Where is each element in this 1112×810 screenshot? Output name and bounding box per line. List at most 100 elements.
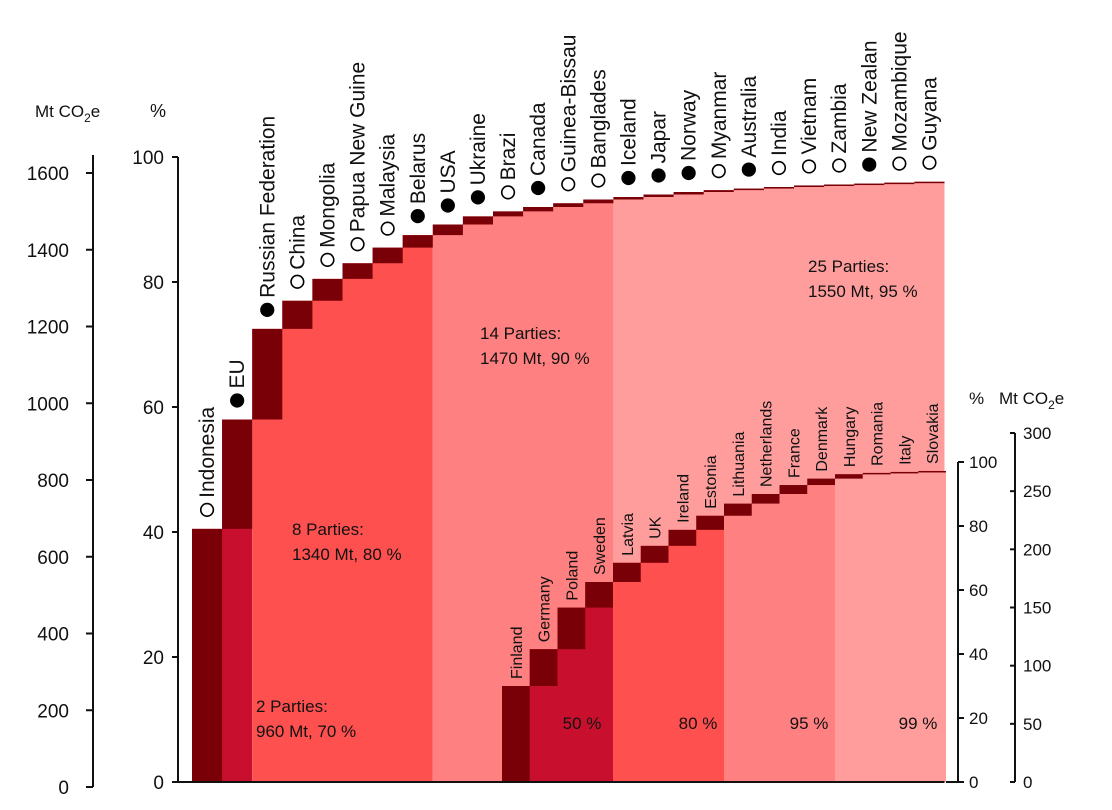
inset-step-bar xyxy=(835,474,863,479)
mt-tick-label: 1400 xyxy=(27,241,69,262)
mt-tick-label: 400 xyxy=(37,625,69,646)
marker-filled xyxy=(470,190,486,205)
party-labels: Indonesia EU Russian Federation China Mongol… xyxy=(196,31,942,679)
inset-cumulative-steps xyxy=(502,470,946,782)
zone-annotation-label: 25 Parties: xyxy=(808,257,889,276)
inset-zone-fill xyxy=(835,470,946,782)
inset-party-label: Slovakia xyxy=(925,403,942,464)
marker-open xyxy=(922,155,937,170)
marker-open xyxy=(892,156,907,171)
step-bar xyxy=(372,247,403,264)
step-bar xyxy=(643,194,674,197)
party-label: Mozambique xyxy=(888,31,911,151)
party-label: USA xyxy=(437,150,460,193)
inset-zone-label: 80 % xyxy=(679,714,718,733)
inset-party-label: Finland xyxy=(509,627,526,679)
inset-step-bar xyxy=(724,503,752,516)
pct-tick-label: 20 xyxy=(143,648,164,669)
zone-annotation-value: 1340 Mt, 80 % xyxy=(292,545,402,564)
inset-party-label: Italy xyxy=(897,436,914,465)
inset-pct-tick-label: 100 xyxy=(969,453,997,472)
inset-zone-label: 95 % xyxy=(790,714,829,733)
inset-step-bar xyxy=(862,472,891,475)
marker-filled xyxy=(651,168,666,183)
zone-annotation-value: 960 Mt, 70 % xyxy=(256,722,356,741)
marker-filled xyxy=(410,209,425,224)
mt-tick-label: 800 xyxy=(37,471,69,492)
mt-tick-label: 600 xyxy=(37,548,69,569)
inset-party-label: UK xyxy=(648,516,665,539)
party-label: India xyxy=(768,110,791,156)
inset-step-bar xyxy=(640,545,669,563)
inset-step-bar xyxy=(890,471,919,474)
inset-step-bar xyxy=(502,686,530,782)
step-bar xyxy=(462,216,493,225)
pct-tick-label: 0 xyxy=(153,773,164,794)
mt-tick-label: 1000 xyxy=(27,394,69,415)
inset-step-bar xyxy=(918,470,946,473)
party-label: Zambia xyxy=(828,83,851,153)
step-bar xyxy=(282,300,313,329)
pct-tick-label: 100 xyxy=(132,148,164,169)
zone-annotation-label: 8 Parties: xyxy=(292,520,364,539)
step-bar xyxy=(703,190,734,192)
inset-step-bar xyxy=(696,515,724,530)
marker-open xyxy=(711,164,726,179)
inset-party-label: Estonia xyxy=(703,455,720,508)
party-label: Guinea-Bissau xyxy=(557,35,580,173)
step-bar xyxy=(884,182,915,185)
inset-pct-tick-label: 80 xyxy=(969,517,988,536)
step-bar xyxy=(432,224,463,236)
pct-axis-title: % xyxy=(150,101,166,121)
inset-zone-fill xyxy=(724,478,835,782)
party-label: Russian Federation xyxy=(256,116,279,298)
party-label: Malaysia xyxy=(377,133,400,216)
marker-filled xyxy=(230,393,245,408)
mt-tick-label: 0 xyxy=(58,778,69,799)
marker-open xyxy=(380,221,395,236)
marker-filled xyxy=(621,170,636,186)
pct-tick-label: 40 xyxy=(143,523,164,544)
party-label: Ukraine xyxy=(467,113,490,185)
mt-tick-label: 1200 xyxy=(27,318,69,339)
party-label: Papua New Guine xyxy=(347,62,370,232)
party-label: Brazi xyxy=(497,133,520,181)
cumulative-steps xyxy=(192,181,945,782)
inset-party-label: Romania xyxy=(870,402,887,466)
party-label: China xyxy=(286,215,309,270)
inset-party-label: Denmark xyxy=(814,406,831,472)
zone-annotation-label: 14 Parties: xyxy=(480,324,561,343)
marker-filled xyxy=(741,162,756,177)
marker-open xyxy=(771,160,787,176)
marker-open xyxy=(832,158,847,173)
zone-annotation-value: 1470 Mt, 90 % xyxy=(480,349,590,368)
step-bar xyxy=(854,183,885,186)
inset-step-bar xyxy=(779,485,808,494)
step-bar xyxy=(222,419,253,529)
step-bar xyxy=(342,263,373,279)
party-label: EU xyxy=(226,359,249,388)
inset-mt-axis-title: Mt CO2e xyxy=(999,389,1064,412)
party-label: Vietnam xyxy=(798,78,821,155)
step-bar xyxy=(493,211,524,217)
marker-open xyxy=(290,274,305,289)
step-bar xyxy=(613,197,644,200)
marker-open xyxy=(320,252,335,267)
annotations: 2 Parties: 960 Mt, 70 % 8 Parties: 1340 Mt,… xyxy=(256,257,937,741)
step-bar xyxy=(794,185,825,187)
party-label: Norway xyxy=(678,89,701,161)
inset-party-label: Germany xyxy=(537,576,554,642)
party-label: Indonesia xyxy=(196,406,219,497)
inset-step-bar xyxy=(668,529,697,546)
inset-mt-tick-label: 50 xyxy=(1023,715,1042,734)
inset-party-label: France xyxy=(786,428,803,478)
inset-zone-fill xyxy=(613,515,724,782)
inset-party-label: Poland xyxy=(564,551,581,601)
step-bar xyxy=(402,235,433,248)
step-bar xyxy=(312,278,343,301)
party-label: Myanmar xyxy=(708,72,731,160)
inset-party-label: Hungary xyxy=(842,407,859,467)
party-label: Mongolia xyxy=(316,162,339,248)
inset-mt-tick-label: 100 xyxy=(1023,657,1051,676)
inset-mt-tick-label: 300 xyxy=(1023,424,1051,443)
